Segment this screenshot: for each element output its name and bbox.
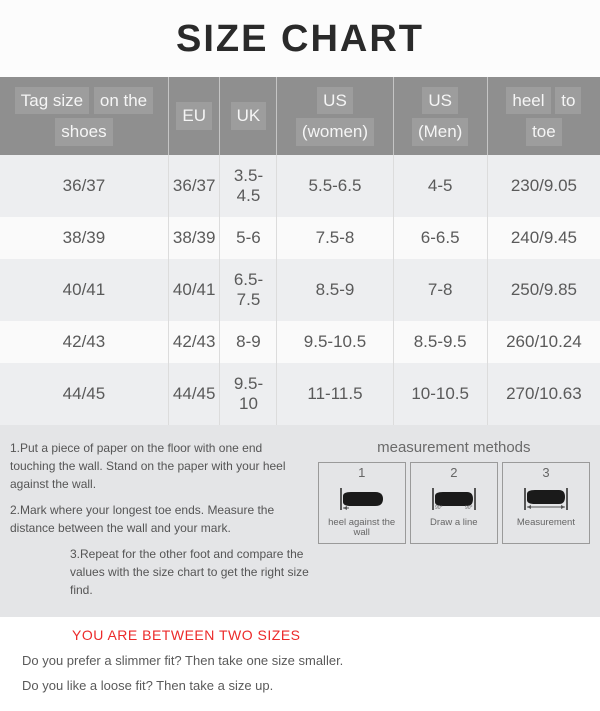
- table-cell: 5.5-6.5: [277, 155, 393, 217]
- method-3: 3 Measurement: [502, 462, 590, 544]
- method-1: 1 heel against the wall: [318, 462, 406, 544]
- table-cell: 7-8: [393, 259, 487, 321]
- table-cell: 250/9.85: [487, 259, 600, 321]
- step-3: 3.Repeat for the other foot and compare …: [10, 545, 310, 599]
- foot-icon: [504, 482, 588, 516]
- table-cell: 4-5: [393, 155, 487, 217]
- table-cell: 260/10.24: [487, 321, 600, 363]
- table-cell: 6.5-7.5: [220, 259, 277, 321]
- method-num: 3: [504, 465, 588, 480]
- table-cell: 42/43: [0, 321, 168, 363]
- svg-text:90°: 90°: [435, 505, 443, 510]
- table-cell: 9.5-10: [220, 363, 277, 425]
- size-table-header-row: Tag size on the shoes EU UK US (women) U…: [0, 77, 600, 155]
- table-cell: 8.5-9: [277, 259, 393, 321]
- table-cell: 8-9: [220, 321, 277, 363]
- two-sizes-q2: Do you like a loose fit? Then take a siz…: [22, 678, 578, 693]
- th-text: to: [555, 87, 581, 115]
- col-tag-size: Tag size on the shoes: [0, 77, 168, 155]
- table-row: 36/3736/373.5-4.55.5-6.54-5230/9.05: [0, 155, 600, 217]
- col-us-men: US (Men): [393, 77, 487, 155]
- table-row: 44/4544/459.5-1011-11.510-10.5270/10.63: [0, 363, 600, 425]
- th-text: heel: [506, 87, 550, 115]
- table-cell: 40/41: [0, 259, 168, 321]
- method-num: 1: [320, 465, 404, 480]
- two-sizes-section: YOU ARE BETWEEN TWO SIZES Do you prefer …: [0, 617, 600, 711]
- measurement-section: 1.Put a piece of paper on the floor with…: [0, 425, 600, 617]
- table-cell: 5-6: [220, 217, 277, 259]
- table-cell: 38/39: [0, 217, 168, 259]
- table-cell: 44/45: [168, 363, 220, 425]
- col-us-women: US (women): [277, 77, 393, 155]
- table-cell: 7.5-8: [277, 217, 393, 259]
- table-cell: 230/9.05: [487, 155, 600, 217]
- col-heel-toe: heel to toe: [487, 77, 600, 155]
- table-cell: 11-11.5: [277, 363, 393, 425]
- size-table: Tag size on the shoes EU UK US (women) U…: [0, 77, 600, 425]
- th-text: UK: [231, 102, 267, 130]
- table-cell: 10-10.5: [393, 363, 487, 425]
- svg-text:90°: 90°: [465, 505, 473, 510]
- two-sizes-q1: Do you prefer a slimmer fit? Then take o…: [22, 653, 578, 668]
- instructions: 1.Put a piece of paper on the floor with…: [10, 439, 318, 607]
- foot-icon: [320, 482, 404, 516]
- method-label: Measurement: [504, 518, 588, 528]
- table-cell: 6-6.5: [393, 217, 487, 259]
- table-cell: 36/37: [168, 155, 220, 217]
- th-text: shoes: [55, 118, 112, 146]
- table-cell: 38/39: [168, 217, 220, 259]
- th-text: (Men): [412, 118, 468, 146]
- methods-title: measurement methods: [318, 439, 590, 456]
- table-cell: 40/41: [168, 259, 220, 321]
- col-eu: EU: [168, 77, 220, 155]
- th-text: US: [317, 87, 353, 115]
- table-cell: 240/9.45: [487, 217, 600, 259]
- table-cell: 36/37: [0, 155, 168, 217]
- table-cell: 8.5-9.5: [393, 321, 487, 363]
- th-text: toe: [526, 118, 562, 146]
- th-text: US: [422, 87, 458, 115]
- method-num: 2: [412, 465, 496, 480]
- table-row: 40/4140/416.5-7.58.5-97-8250/9.85: [0, 259, 600, 321]
- two-sizes-heading: YOU ARE BETWEEN TWO SIZES: [22, 627, 578, 643]
- foot-icon: 90° 90°: [412, 482, 496, 516]
- th-text: (women): [296, 118, 374, 146]
- col-uk: UK: [220, 77, 277, 155]
- table-cell: 42/43: [168, 321, 220, 363]
- step-1: 1.Put a piece of paper on the floor with…: [10, 439, 310, 493]
- page-title: SIZE CHART: [0, 0, 600, 77]
- th-text: EU: [176, 102, 212, 130]
- table-cell: 270/10.63: [487, 363, 600, 425]
- table-cell: 3.5-4.5: [220, 155, 277, 217]
- table-cell: 9.5-10.5: [277, 321, 393, 363]
- method-label: heel against the wall: [320, 518, 404, 539]
- th-text: Tag size: [15, 87, 89, 115]
- step-2: 2.Mark where your longest toe ends. Meas…: [10, 501, 310, 537]
- method-label: Draw a line: [412, 518, 496, 528]
- table-row: 42/4342/438-99.5-10.58.5-9.5260/10.24: [0, 321, 600, 363]
- table-cell: 44/45: [0, 363, 168, 425]
- measurement-methods: measurement methods 1 heel against the w…: [318, 439, 590, 607]
- method-2: 2 90° 90° Draw a line: [410, 462, 498, 544]
- table-row: 38/3938/395-67.5-86-6.5240/9.45: [0, 217, 600, 259]
- th-text: on the: [94, 87, 153, 115]
